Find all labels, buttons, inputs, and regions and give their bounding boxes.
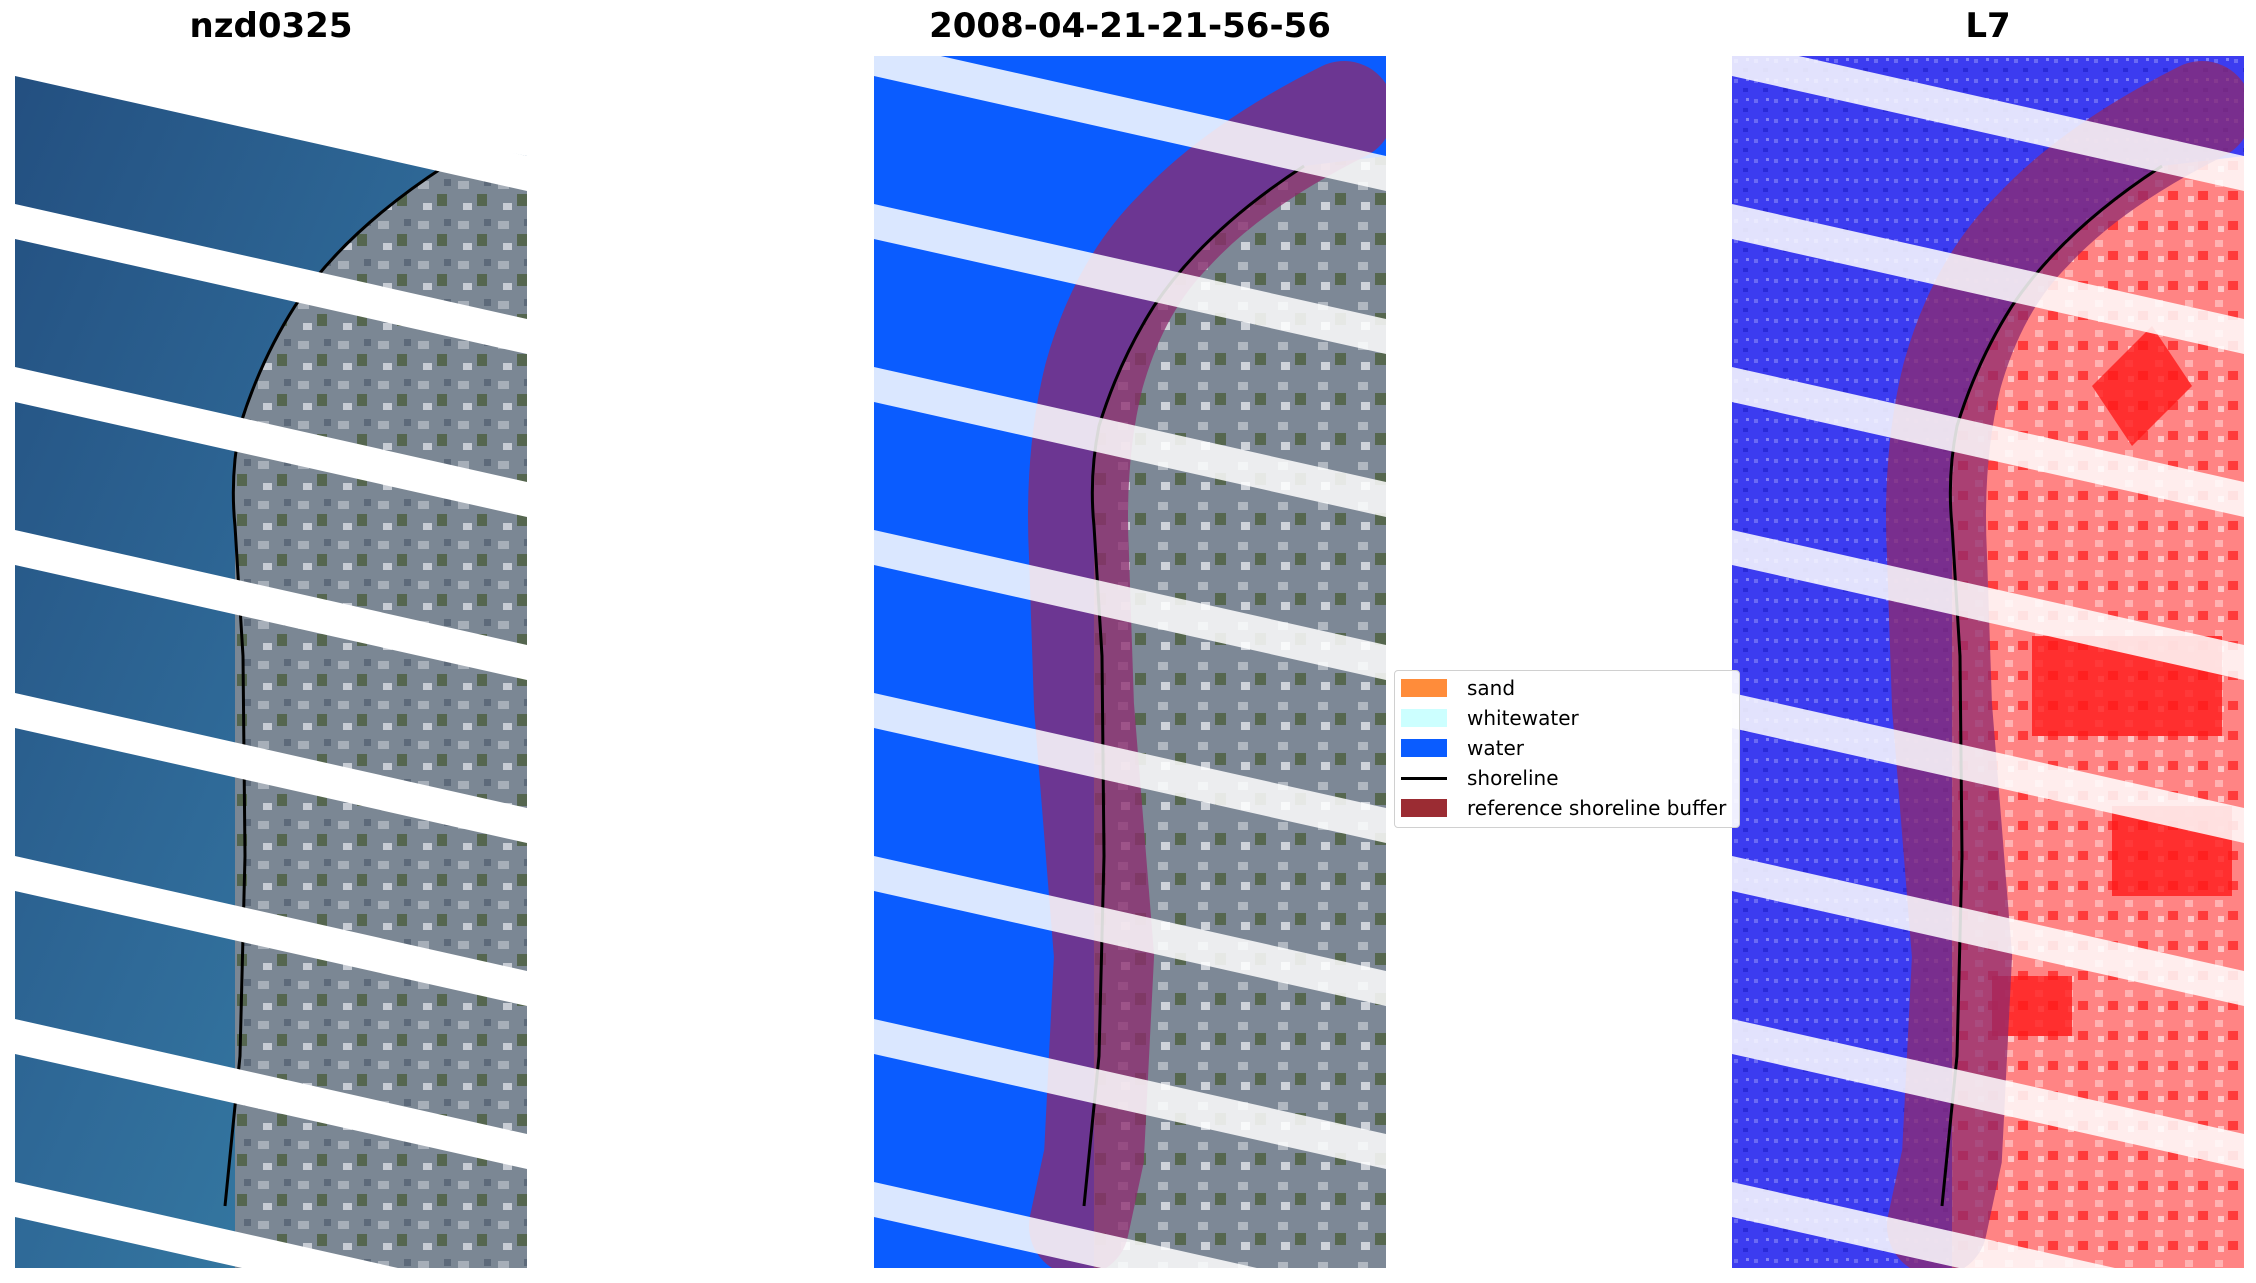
- shoreline-line: [1082, 164, 1305, 1207]
- nodata-stripes: [1732, 56, 2244, 1268]
- panel-title-classified: 2008-04-21-21-56-56: [929, 6, 1331, 46]
- legend-label-reference-shoreline-buffer: reference shoreline buffer: [1467, 796, 1727, 820]
- legend-swatch-water: [1401, 739, 1447, 757]
- shoreline-line: [223, 164, 446, 1207]
- legend-item-shoreline: shoreline: [1401, 765, 1559, 791]
- panel-title-rgb: nzd0325: [189, 6, 353, 46]
- legend-swatch-reference-shoreline-buffer: [1401, 799, 1447, 817]
- legend-label-whitewater: whitewater: [1467, 706, 1579, 730]
- legend-item-sand: sand: [1401, 675, 1515, 701]
- legend-label-water: water: [1467, 736, 1524, 760]
- reference-shoreline-buffer: [1028, 61, 1386, 1268]
- classified-image-panel: [874, 56, 1386, 1268]
- legend-swatch-whitewater: [1401, 709, 1447, 727]
- legend-swatch-sand: [1401, 679, 1447, 697]
- legend: sand whitewater water shoreline referenc…: [1394, 670, 1740, 828]
- legend-swatch-shoreline: [1401, 776, 1447, 780]
- reference-shoreline-buffer: [1886, 61, 2244, 1268]
- legend-label-sand: sand: [1467, 676, 1516, 700]
- legend-item-reference-shoreline-buffer: reference shoreline buffer: [1401, 795, 1726, 821]
- legend-item-water: water: [1401, 735, 1524, 761]
- shoreline-line: [1940, 164, 2163, 1207]
- legend-item-whitewater: whitewater: [1401, 705, 1579, 731]
- legend-label-shoreline: shoreline: [1467, 766, 1559, 790]
- nodata-stripes: [874, 56, 1386, 1268]
- panel-title-index: L7: [1965, 6, 2011, 46]
- rgb-image-panel: [15, 56, 527, 1268]
- nodata-stripes: [15, 56, 527, 1268]
- index-image-panel: [1732, 56, 2244, 1268]
